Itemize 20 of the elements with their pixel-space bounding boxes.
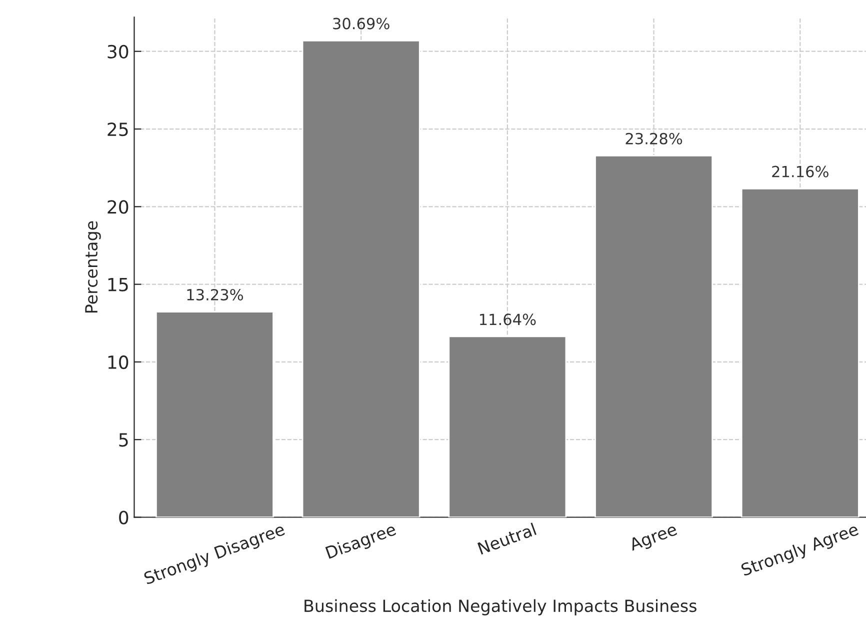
y-tick-label: 5 bbox=[119, 433, 128, 447]
y-tick-label: 0 bbox=[119, 510, 128, 524]
y-tick-label: 10 bbox=[108, 355, 128, 370]
data-label: 13.23% bbox=[187, 288, 244, 300]
x-tick-label: Agree bbox=[628, 522, 679, 554]
bar bbox=[448, 336, 567, 518]
y-tick-label: 30 bbox=[108, 44, 128, 58]
y-tick-label: 20 bbox=[108, 200, 128, 214]
y-axis-title: Percentage bbox=[85, 221, 101, 312]
x-axis-title: Business Location Negatively Impacts Business bbox=[304, 599, 696, 616]
data-label: 30.69% bbox=[333, 18, 390, 30]
data-label: 11.64% bbox=[480, 314, 536, 326]
y-tick-label: 25 bbox=[108, 122, 128, 136]
data-label: 23.28% bbox=[626, 132, 682, 144]
bar bbox=[302, 40, 420, 518]
bar bbox=[155, 311, 274, 518]
bar bbox=[594, 155, 714, 518]
data-label: 21.16% bbox=[772, 166, 828, 178]
y-tick-label: 15 bbox=[108, 278, 128, 292]
bar bbox=[740, 188, 860, 518]
